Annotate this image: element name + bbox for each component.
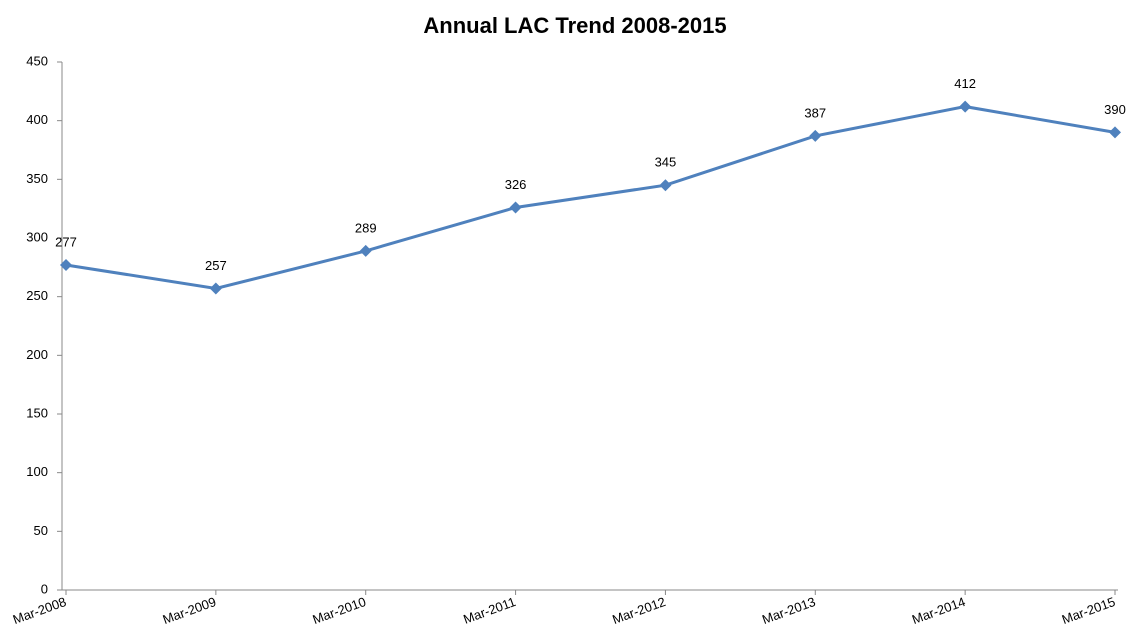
y-tick-label: 50: [34, 523, 48, 538]
y-tick-label: 200: [26, 347, 48, 362]
marker: [659, 179, 672, 192]
x-tick-label: Mar-2012: [610, 594, 667, 627]
marker: [209, 282, 222, 295]
data-label: 326: [505, 177, 527, 192]
line: [65, 105, 1116, 290]
data-label: 387: [804, 105, 826, 120]
x-tick-label: Mar-2011: [461, 594, 518, 627]
x-tick-label: Mar-2013: [760, 594, 817, 627]
data-label: 277: [55, 234, 77, 249]
y-tick-label: 300: [26, 229, 48, 244]
data-label: 257: [205, 258, 227, 273]
y-tick-label: 250: [26, 288, 48, 303]
marker: [60, 258, 72, 271]
x-tick-label: Mar-2014: [910, 594, 967, 627]
x-tick-label: Mar-2010: [311, 594, 368, 627]
marker: [959, 100, 972, 113]
data-label: 412: [954, 76, 976, 91]
y-tick-label: 0: [41, 581, 48, 596]
y-tick-label: 350: [26, 171, 48, 186]
x-tick-label: Mar-2008: [11, 594, 68, 627]
y-tick-label: 150: [26, 405, 48, 420]
marker: [359, 244, 372, 257]
marker: [509, 201, 522, 214]
x-tick-label: Mar-2015: [1060, 594, 1117, 627]
x-tick-label: Mar-2009: [161, 594, 218, 627]
data-label: 345: [655, 155, 677, 170]
y-tick-label: 450: [26, 53, 48, 68]
chart-title: Annual LAC Trend 2008-2015: [423, 13, 726, 38]
y-tick-label: 100: [26, 464, 48, 479]
y-tick-label: 400: [26, 112, 48, 127]
marker: [809, 129, 822, 142]
data-label: 289: [355, 220, 377, 235]
marker: [1109, 126, 1121, 139]
data-label: 390: [1104, 102, 1126, 117]
